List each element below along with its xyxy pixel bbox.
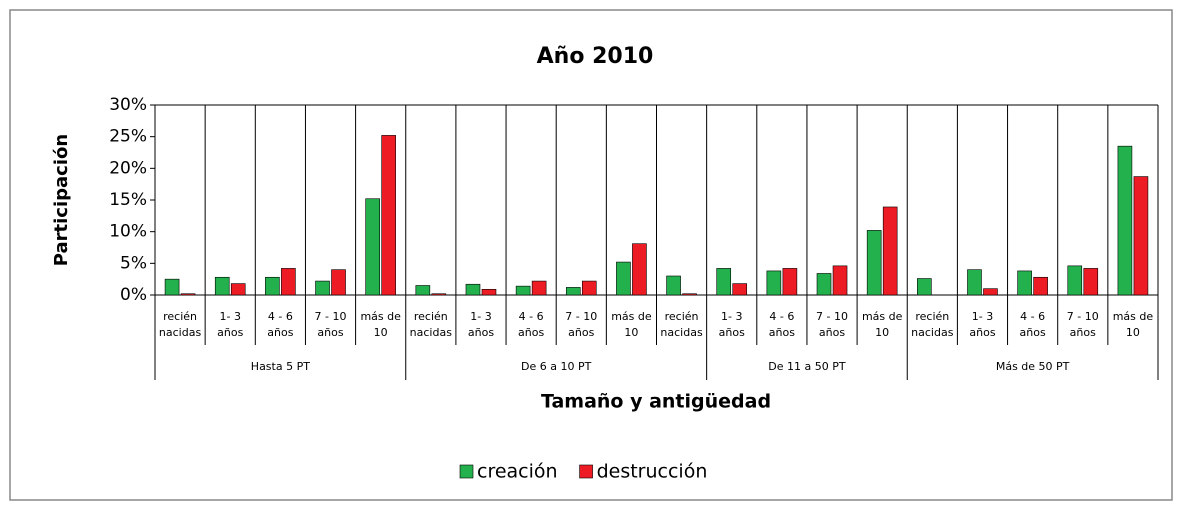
bar <box>214 276 230 296</box>
bar <box>515 285 531 296</box>
bar <box>632 243 647 296</box>
legend-swatch <box>579 464 593 479</box>
x-tick-label: 1- 3 años <box>969 310 995 339</box>
bar <box>481 288 497 296</box>
x-tick-label: recién nacidas <box>159 310 202 339</box>
chart-title: Año 2010 <box>537 44 654 69</box>
bar <box>1083 268 1099 296</box>
bar <box>917 278 932 296</box>
x-tick-label: recién nacidas <box>660 310 703 339</box>
y-tick-label: 25% <box>109 127 147 147</box>
x-tick-label: 4 - 6 años <box>769 310 795 339</box>
bar <box>983 288 998 296</box>
group-label: Más de 50 PT <box>996 360 1070 373</box>
bar <box>866 230 882 296</box>
bar <box>782 268 798 296</box>
bar <box>230 283 246 296</box>
bar <box>180 293 196 296</box>
bar <box>415 285 431 296</box>
bar <box>732 283 748 296</box>
x-tick-label: recién nacidas <box>410 310 453 339</box>
bar <box>265 276 280 296</box>
bar <box>816 273 832 296</box>
legend-label: creación <box>477 461 558 483</box>
bar <box>766 270 782 296</box>
y-tick-label: 10% <box>109 222 147 242</box>
x-axis-title: Tamaño y antigüedad <box>541 391 771 413</box>
bar <box>531 280 547 296</box>
legend-swatch <box>459 464 474 479</box>
bar <box>666 275 681 296</box>
bar <box>1017 270 1032 296</box>
bar <box>565 287 581 296</box>
bar <box>281 268 296 296</box>
y-tick-label: 5% <box>120 253 147 273</box>
x-tick-label: recién nacidas <box>911 310 954 339</box>
bar <box>431 293 447 296</box>
bar <box>832 265 848 296</box>
x-tick-label: 7 - 10 años <box>565 310 597 339</box>
y-tick-label: 0% <box>120 285 147 305</box>
bar <box>315 280 330 296</box>
group-label: Hasta 5 PT <box>251 360 310 373</box>
bar <box>465 283 481 296</box>
x-tick-label: más de 10 <box>1113 310 1154 339</box>
bar <box>882 206 898 296</box>
y-tick-label: 20% <box>109 158 147 178</box>
bar <box>616 261 631 296</box>
chart-border <box>9 9 1173 501</box>
group-label: De 6 a 10 PT <box>521 360 592 373</box>
x-tick-label: 4 - 6 años <box>518 310 544 339</box>
bar <box>331 269 346 296</box>
x-tick-label: 7 - 10 años <box>315 310 347 339</box>
bar <box>381 135 396 296</box>
bar <box>581 280 597 296</box>
y-tick-label: 30% <box>109 95 147 115</box>
x-tick-label: más de 10 <box>360 310 401 339</box>
y-tick-label: 15% <box>109 190 147 210</box>
x-tick-label: 4 - 6 años <box>267 310 293 339</box>
x-tick-label: 7 - 10 años <box>1067 310 1099 339</box>
bar <box>682 293 697 296</box>
bar <box>1133 176 1149 296</box>
group-label: De 11 a 50 PT <box>768 360 846 373</box>
x-tick-label: más de 10 <box>611 310 652 339</box>
x-tick-label: más de 10 <box>862 310 903 339</box>
x-tick-label: 1- 3 años <box>468 310 494 339</box>
x-tick-label: 4 - 6 años <box>1020 310 1046 339</box>
bar <box>1033 276 1048 296</box>
bar <box>1067 265 1083 296</box>
x-tick-label: 7 - 10 años <box>816 310 848 339</box>
bar <box>164 278 180 296</box>
bar <box>967 269 982 296</box>
x-tick-label: 1- 3 años <box>217 310 243 339</box>
bar <box>1117 145 1133 296</box>
bar <box>365 198 380 296</box>
x-tick-label: 1- 3 años <box>719 310 745 339</box>
legend-label: destrucción <box>597 461 708 483</box>
bar <box>716 268 732 296</box>
y-axis-title: Participación <box>51 134 72 266</box>
